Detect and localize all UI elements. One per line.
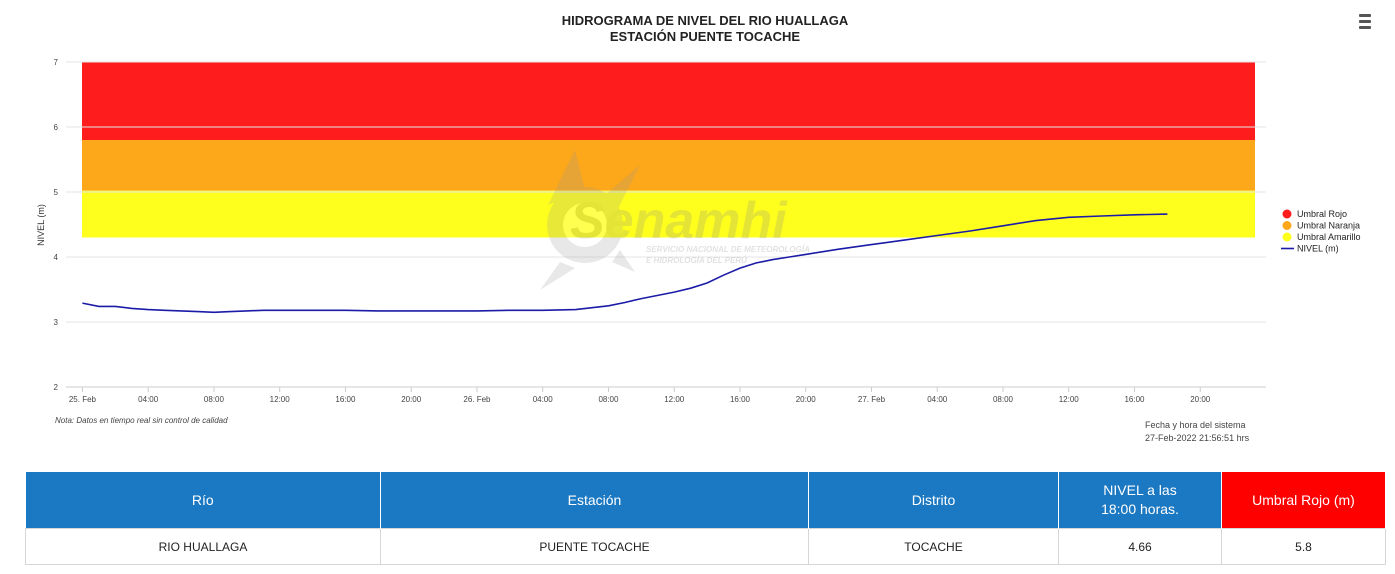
y-tick-label: 2 <box>54 383 59 392</box>
threshold-band-2 <box>82 190 1255 238</box>
x-tick-label: 16:00 <box>335 395 356 404</box>
x-tick-label: 12:00 <box>664 395 685 404</box>
x-tick-label: 16:00 <box>1124 395 1145 404</box>
x-tick-label: 04:00 <box>533 395 554 404</box>
threshold-band-1 <box>82 140 1255 191</box>
x-tick-label: 08:00 <box>993 395 1014 404</box>
x-tick-label: 25. Feb <box>69 395 97 404</box>
hydrograph-chart: Senamhi SERVICIO NACIONAL DE METEOROLOGÍ… <box>36 13 1361 443</box>
x-tick-label: 12:00 <box>270 395 291 404</box>
x-tick-label: 26. Feb <box>463 395 491 404</box>
system-time-label: Fecha y hora del sistema <box>1145 420 1246 430</box>
watermark-line2: E HIDROLOGÍA DEL PERÚ <box>646 256 747 265</box>
x-tick-label: 20:00 <box>401 395 422 404</box>
axes: 2 3 4 5 6 7 25. Feb 04:00 08:00 12:00 16:00 20:00 26… <box>54 58 1266 404</box>
cell-nivel: 4.66 <box>1058 528 1222 565</box>
x-tick-label: 08:00 <box>204 395 225 404</box>
x-tick-label: 20:00 <box>1190 395 1211 404</box>
sun-logo-icon <box>540 150 640 290</box>
chart-title: HIDROGRAMA DE NIVEL DEL RIO HUALLAGA <box>562 13 849 28</box>
cell-umbral-rojo: 5.8 <box>1221 528 1386 565</box>
x-tick-label: 04:00 <box>138 395 159 404</box>
legend-marker-0 <box>1282 209 1292 219</box>
table-header-row: Río Estación Distrito NIVEL a las 18:00 … <box>25 472 1386 529</box>
series-line-nivel[interactable] <box>82 213 1168 314</box>
table-row: RIO HUALLAGA PUENTE TOCACHE TOCACHE 4.66… <box>25 528 1386 565</box>
x-tick-label: 16:00 <box>730 395 751 404</box>
y-tick-label: 6 <box>54 123 59 132</box>
summary-table: Río Estación Distrito NIVEL a las 18:00 … <box>25 472 1386 565</box>
y-axis-label: NIVEL (m) <box>36 204 46 246</box>
header-estacion: Estación <box>380 472 809 529</box>
x-tick-label: 04:00 <box>927 395 948 404</box>
x-tick-label: 27. Feb <box>858 395 886 404</box>
y-tick-label: 5 <box>54 188 59 197</box>
quality-note: Nota: Datos en tiempo real sin control d… <box>55 416 228 425</box>
y-tick-label: 7 <box>54 58 59 67</box>
x-tick-label: 08:00 <box>598 395 619 404</box>
system-time-value: 27-Feb-2022 21:56:51 hrs <box>1145 433 1250 443</box>
header-umbral-rojo: Umbral Rojo (m) <box>1221 472 1386 529</box>
x-tick-label: 12:00 <box>1059 395 1080 404</box>
cell-rio: RIO HUALLAGA <box>25 528 381 565</box>
threshold-band-0 <box>82 62 1255 140</box>
header-rio: Río <box>25 472 381 529</box>
legend-item-label[interactable]: Umbral Amarillo <box>1297 232 1361 242</box>
y-tick-label: 3 <box>54 318 59 327</box>
header-distrito: Distrito <box>808 472 1059 529</box>
watermark-brand: Senamhi <box>570 192 788 250</box>
watermark-line1: SERVICIO NACIONAL DE METEOROLOGÍA <box>646 245 810 254</box>
cell-estacion: PUENTE TOCACHE <box>380 528 809 565</box>
chart-menu-button[interactable] <box>1356 14 1376 32</box>
x-tick-label: 20:00 <box>796 395 817 404</box>
senamhi-watermark: Senamhi SERVICIO NACIONAL DE METEOROLOGÍ… <box>540 150 810 290</box>
header-nivel: NIVEL a las 18:00 horas. <box>1058 472 1222 529</box>
legend-item-label[interactable]: Umbral Naranja <box>1297 221 1360 231</box>
legend-item-label[interactable]: NIVEL (m) <box>1297 244 1339 254</box>
hamburger-icon <box>1359 14 1371 17</box>
legend-item-label[interactable]: Umbral Rojo <box>1297 209 1347 219</box>
y-tick-label: 4 <box>54 253 59 262</box>
legend-marker-1 <box>1282 221 1292 230</box>
legend-marker-2 <box>1282 232 1292 242</box>
cell-distrito: TOCACHE <box>808 528 1059 565</box>
chart-subtitle: ESTACIÓN PUENTE TOCACHE <box>610 29 801 44</box>
